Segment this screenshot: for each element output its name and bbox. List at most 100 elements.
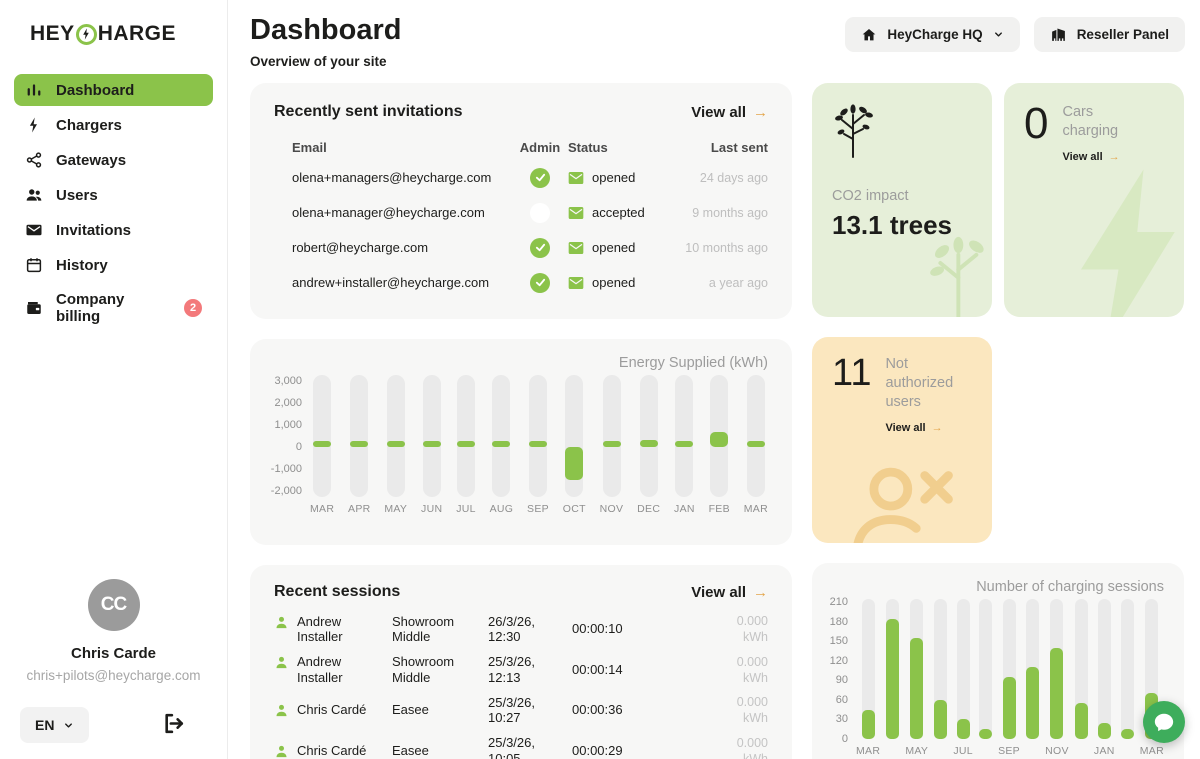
- sidebar-item-chargers[interactable]: Chargers: [14, 109, 213, 141]
- session-duration: 00:00:14: [572, 661, 623, 677]
- chart-bar: [1120, 729, 1134, 739]
- invitation-last-sent: 24 days ago: [699, 170, 768, 185]
- reseller-panel-button[interactable]: Reseller Panel: [1033, 17, 1185, 52]
- chart-bar: [934, 699, 948, 739]
- billing-badge: 2: [184, 299, 202, 317]
- chart-bar: [1050, 647, 1064, 739]
- chart-bar-column: OCT: [563, 375, 586, 516]
- session-duration: 00:00:10: [572, 621, 623, 637]
- y-axis-tick: -2,000: [270, 485, 302, 498]
- table-row[interactable]: olena+managers@heycharge.com opened 24 d…: [274, 160, 768, 195]
- cars-view-all-link[interactable]: View all →: [1062, 150, 1120, 163]
- lightning-watermark-icon: [1081, 169, 1175, 317]
- recent-invitations-card: Recently sent invitations View all → Ema…: [250, 83, 792, 319]
- cars-charging-card: 0 Cars charging View all →: [1004, 83, 1184, 317]
- chart-bar-column: [1120, 599, 1134, 758]
- person-icon: [276, 616, 287, 628]
- chart-bar-column: MAY: [905, 599, 928, 758]
- heycharge-logo: HEY HARGE: [14, 22, 213, 46]
- co2-impact-label: CO2 impact: [832, 188, 909, 204]
- y-axis-tick: 30: [835, 713, 848, 726]
- site-selector[interactable]: HeyCharge HQ: [845, 17, 1020, 52]
- chart-bar-column: APR: [348, 375, 371, 516]
- mail-status-icon: [568, 171, 584, 184]
- session-charger: Showroom Middle: [392, 654, 455, 685]
- co2-impact-value: 13.1 trees: [832, 210, 952, 240]
- sidebar-item-users[interactable]: Users: [14, 179, 213, 211]
- arrow-right-icon: →: [753, 103, 768, 121]
- chart-bar: [456, 441, 475, 448]
- not-authorized-view-all-link[interactable]: View all →: [885, 421, 943, 434]
- chart-bar: [422, 441, 441, 448]
- logout-button[interactable]: [158, 707, 191, 743]
- sidebar-item-gateways[interactable]: Gateways: [14, 144, 213, 176]
- sidebar-item-label: Users: [56, 186, 98, 204]
- chart-bar: [529, 441, 547, 448]
- list-item[interactable]: Chris Cardé Easee 25/3/26, 10:27 00:00:3…: [274, 690, 768, 731]
- invitation-email: andrew+installer@heycharge.com: [292, 275, 490, 290]
- avatar[interactable]: CC: [87, 579, 140, 631]
- sidebar-item-company-billing[interactable]: Company billing 2: [14, 284, 213, 332]
- tree-icon: [835, 104, 873, 158]
- logo-lightning-icon: [75, 23, 97, 45]
- co2-impact-card: CO2 impact 13.1 trees: [812, 83, 992, 317]
- chart-bar-column: SEP: [527, 375, 549, 516]
- session-date: 25/3/26, 12:13: [488, 654, 535, 685]
- table-row[interactable]: andrew+installer@heycharge.com opened a …: [274, 265, 768, 300]
- not-authorized-count: 11: [832, 352, 872, 394]
- invitations-table-header: Email Admin Status Last sent: [274, 134, 768, 160]
- chart-bar-column: JUN: [421, 375, 442, 516]
- sessions-table: Andrew Installer Showroom Middle 26/3/26…: [274, 609, 768, 759]
- sidebar-item-dashboard[interactable]: Dashboard: [14, 74, 213, 106]
- x-axis-tick: JUL: [456, 503, 476, 515]
- sessions-view-all-link[interactable]: View all →: [691, 583, 768, 601]
- main-content: Dashboard Overview of your site HeyCharg…: [228, 0, 1200, 759]
- chart-bar-column: SEP: [998, 599, 1020, 758]
- chart-bar-column: [934, 599, 948, 758]
- energy-chart-title: Energy Supplied (kWh): [618, 355, 768, 371]
- chart-bar: [1097, 722, 1111, 739]
- sidebar-nav: Dashboard Chargers Gateways Users Invita…: [14, 74, 213, 332]
- invitations-table: Email Admin Status Last sent olena+manag…: [274, 134, 768, 300]
- session-user: Chris Cardé: [297, 702, 367, 718]
- list-item[interactable]: Andrew Installer Showroom Middle 25/3/26…: [274, 650, 768, 691]
- chevron-down-icon: [65, 722, 73, 728]
- column-header-status: Status: [568, 139, 608, 155]
- list-item[interactable]: Andrew Installer Showroom Middle 26/3/26…: [274, 609, 768, 650]
- invitations-view-all-link[interactable]: View all →: [691, 103, 768, 121]
- energy-chart-y-axis: 3,000 2,000 1,000 0 -1,000 -2,000: [266, 375, 310, 498]
- admin-check-icon: [530, 202, 550, 223]
- chart-bar: [979, 729, 992, 739]
- chart-bar-column: NOV: [1045, 599, 1069, 758]
- chat-launcher-button[interactable]: [1143, 701, 1185, 743]
- logo-text-post: HARGE: [97, 22, 177, 45]
- language-selector[interactable]: EN: [20, 707, 90, 743]
- table-row[interactable]: olena+manager@heycharge.com accepted 9 m…: [274, 195, 768, 230]
- sessions-chart-y-axis: 210 180 150 120 90 60 30 0: [826, 596, 856, 745]
- sidebar-bottom-controls: EN: [14, 707, 213, 743]
- chart-bar-column: NOV: [600, 375, 624, 516]
- chart-bar-column: JAN: [1094, 599, 1115, 758]
- logo-text-pre: HEY: [30, 22, 75, 45]
- chart-bar: [386, 441, 405, 448]
- chart-bar: [492, 441, 511, 448]
- chart-bar-column: MAR: [310, 375, 334, 516]
- session-energy: 0.000 kWh: [736, 735, 768, 759]
- chart-bar-column: [979, 599, 992, 758]
- chart-bar-column: JUL: [456, 375, 476, 516]
- y-axis-tick: 2,000: [274, 396, 302, 409]
- sidebar-item-invitations[interactable]: Invitations: [14, 214, 213, 246]
- x-axis-tick: MAR: [856, 745, 881, 757]
- x-axis-tick: NOV: [599, 503, 624, 515]
- x-axis-tick: OCT: [562, 503, 586, 515]
- sidebar-item-history[interactable]: History: [14, 249, 213, 281]
- y-axis-tick: 0: [295, 441, 302, 454]
- invitation-email: robert@heycharge.com: [292, 240, 429, 255]
- invitation-status: opened: [592, 275, 636, 290]
- table-row[interactable]: robert@heycharge.com opened 10 months ag…: [274, 230, 768, 265]
- list-item[interactable]: Chris Cardé Easee 25/3/26, 10:05 00:00:2…: [274, 731, 768, 759]
- x-axis-tick: MAR: [1139, 745, 1164, 757]
- person-icon: [276, 705, 287, 717]
- charging-sessions-chart-title: Number of charging sessions: [976, 579, 1164, 595]
